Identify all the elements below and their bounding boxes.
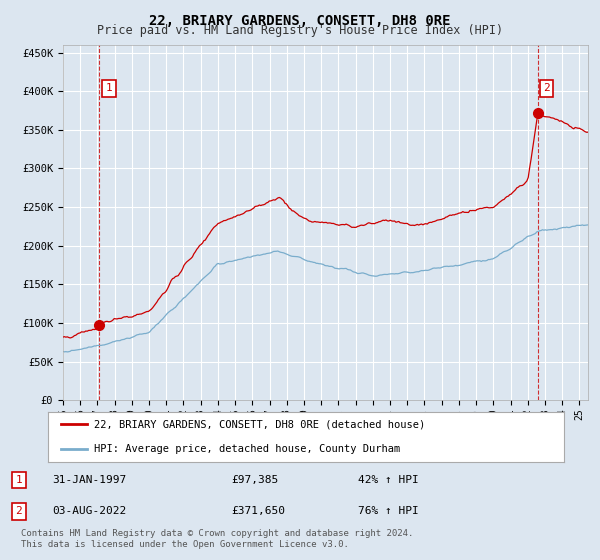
Text: 2: 2 [543, 83, 550, 93]
Text: Price paid vs. HM Land Registry's House Price Index (HPI): Price paid vs. HM Land Registry's House … [97, 24, 503, 36]
Text: 1: 1 [16, 475, 22, 485]
Text: £371,650: £371,650 [231, 506, 285, 516]
Text: 2: 2 [16, 506, 22, 516]
Text: 1: 1 [106, 83, 112, 93]
Text: £97,385: £97,385 [231, 475, 278, 485]
Text: Contains HM Land Registry data © Crown copyright and database right 2024.
This d: Contains HM Land Registry data © Crown c… [21, 529, 413, 549]
Text: 31-JAN-1997: 31-JAN-1997 [52, 475, 127, 485]
Text: 22, BRIARY GARDENS, CONSETT, DH8 0RE: 22, BRIARY GARDENS, CONSETT, DH8 0RE [149, 14, 451, 28]
Text: 42% ↑ HPI: 42% ↑ HPI [358, 475, 418, 485]
Text: 22, BRIARY GARDENS, CONSETT, DH8 0RE (detached house): 22, BRIARY GARDENS, CONSETT, DH8 0RE (de… [94, 419, 425, 429]
Text: 76% ↑ HPI: 76% ↑ HPI [358, 506, 418, 516]
Text: 03-AUG-2022: 03-AUG-2022 [52, 506, 127, 516]
Text: HPI: Average price, detached house, County Durham: HPI: Average price, detached house, Coun… [94, 445, 401, 454]
